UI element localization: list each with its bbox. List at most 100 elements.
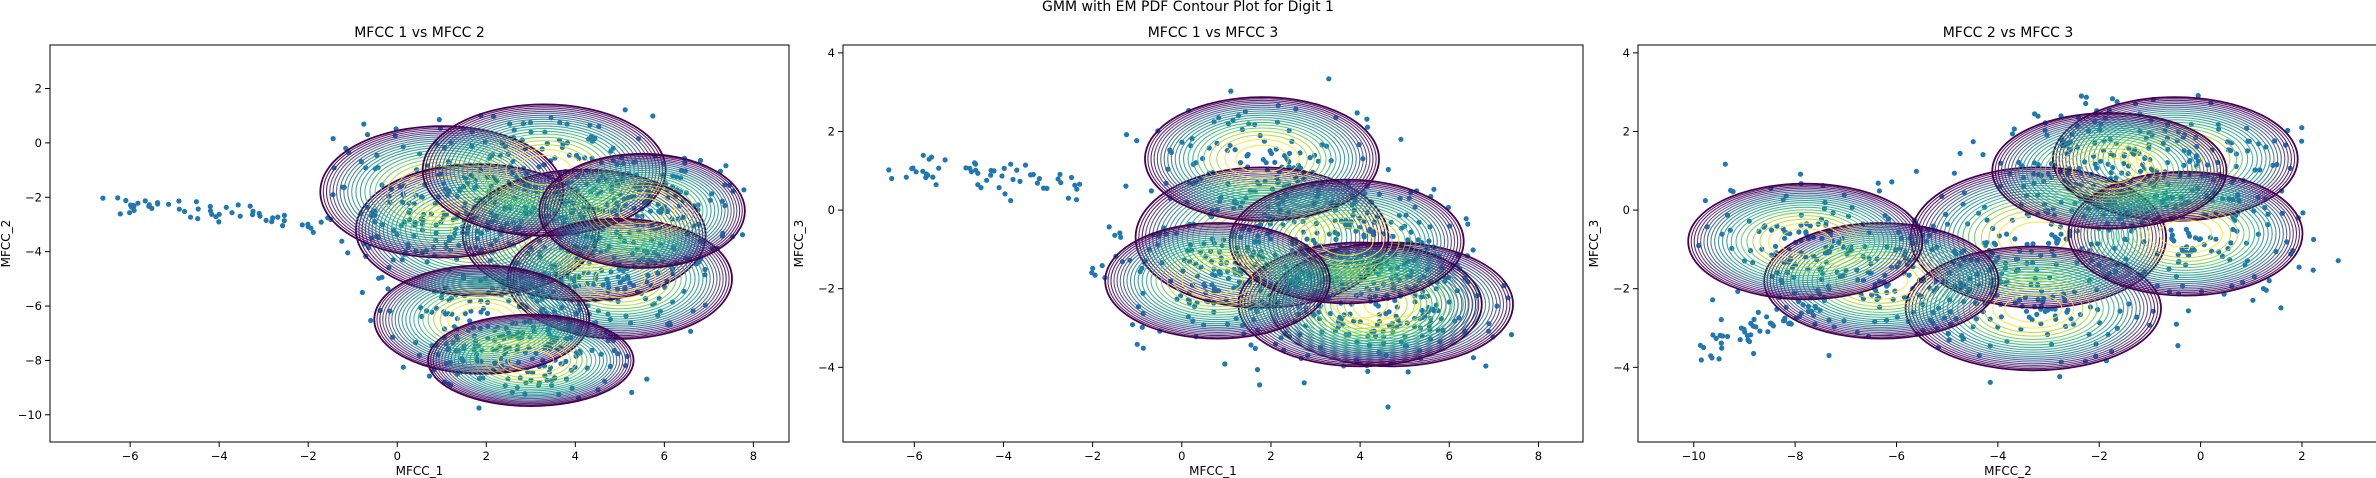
- contour-line: [572, 172, 712, 250]
- contour-line: [2083, 112, 2267, 206]
- scatter-point: [1768, 227, 1775, 233]
- y-tick-label: 2: [828, 124, 835, 138]
- scatter-point: [1768, 252, 1775, 258]
- scatter-point: [1987, 379, 1993, 385]
- scatter-point: [2186, 252, 2192, 259]
- scatter-point: [368, 317, 374, 324]
- scatter-point: [1139, 324, 1145, 330]
- subplot-mfcc2-vs-mfcc3: MFCC 2 vs MFCC 3 −10 −8 −6 −4 −2 0 2 −4 −2 0 2 4 MFCC…: [1587, 25, 2376, 478]
- scatter-point: [1224, 147, 1230, 154]
- scatter-point: [2278, 305, 2284, 311]
- scatter-point: [1385, 404, 1391, 410]
- contour-line: [1110, 225, 1325, 337]
- contour-line: [1740, 209, 1870, 274]
- scatter-point: [343, 145, 349, 151]
- scatter-point: [299, 222, 305, 228]
- scatter-point: [1730, 189, 1736, 195]
- scatter-point: [2018, 326, 2024, 332]
- scatter-point: [926, 156, 932, 162]
- contour-line: [2080, 177, 2291, 290]
- scatter-point: [1875, 180, 1881, 186]
- scatter-point: [480, 305, 487, 312]
- scatter-point: [2228, 240, 2234, 246]
- contour-line: [1726, 202, 1885, 281]
- contour-line: [536, 233, 704, 324]
- scatter-point: [193, 199, 199, 205]
- scatter-point: [1040, 185, 1047, 191]
- contour-line: [351, 142, 533, 242]
- scatter-point: [2230, 226, 2236, 233]
- contour-line: [1166, 254, 1269, 308]
- contour-line: [441, 320, 621, 401]
- scatter-point: [339, 238, 345, 244]
- contour-line: [507, 349, 555, 372]
- contour-line: [432, 316, 629, 405]
- contour-line: [1247, 246, 1473, 363]
- scatter-point: [1008, 198, 1014, 204]
- x-tick-label: −4: [995, 449, 1012, 463]
- scatter-point: [2311, 236, 2317, 243]
- scatter-point: [2225, 246, 2231, 252]
- contour-line: [1244, 245, 1477, 364]
- scatter-point: [2049, 232, 2055, 238]
- contour-line: [2067, 170, 2304, 297]
- contour-line: [1797, 239, 1965, 323]
- scatter-point: [1698, 357, 1704, 363]
- scatter-point: [1002, 191, 1008, 197]
- scatter-point: [1737, 337, 1743, 343]
- contour-line: [2039, 136, 2180, 206]
- scatter-point: [1710, 297, 1716, 303]
- scatter-point: [1014, 167, 1020, 173]
- scatter-point: [1222, 361, 1228, 367]
- plot-area: [1687, 93, 2341, 385]
- contour-line: [339, 136, 545, 248]
- scatter-point: [913, 169, 919, 175]
- scatter-point: [1106, 224, 1112, 230]
- y-tick-label: −10: [18, 408, 42, 422]
- contour-line: [557, 245, 682, 313]
- scatter-point: [1099, 263, 1105, 269]
- subplot-mfcc1-vs-mfcc2: MFCC 1 vs MFCC 2 −6 −4 −2 0 2 4 6 8 −10 −8 −6 −4 −2 0 2…: [0, 25, 790, 478]
- scatter-point: [1209, 236, 1215, 242]
- scatter-point: [1951, 170, 1957, 176]
- scatter-point: [281, 212, 287, 218]
- scatter-point: [973, 167, 979, 173]
- scatter-point: [1744, 333, 1750, 339]
- contour-line: [565, 168, 719, 254]
- scatter-point: [1319, 142, 1325, 148]
- contour-line: [430, 315, 632, 406]
- scatter-point: [1030, 171, 1036, 178]
- contour-line: [427, 313, 635, 407]
- scatter-point: [1753, 324, 1759, 330]
- scatter-point: [1991, 240, 1997, 246]
- x-axis-label: MFCC_1: [396, 464, 444, 478]
- contour-line: [1261, 253, 1459, 355]
- contour-line: [380, 158, 504, 226]
- scatter-point: [1117, 230, 1123, 236]
- contour-line: [1119, 230, 1316, 332]
- scatter-point: [1057, 171, 1063, 177]
- contour-line: [552, 160, 732, 261]
- scatter-point: [280, 223, 286, 229]
- contour-line: [2018, 125, 2201, 217]
- scatter-point: [1987, 316, 1993, 322]
- scatter-point: [195, 206, 201, 212]
- scatter-point: [1889, 179, 1895, 185]
- scatter-point: [135, 200, 141, 206]
- contour-line: [2070, 172, 2301, 295]
- contour-line: [1273, 260, 1447, 349]
- contour-line: [1305, 276, 1416, 333]
- scatter-point: [1957, 150, 1963, 156]
- y-tick-label: 2: [1623, 124, 1630, 138]
- contour-line: [1962, 273, 2104, 343]
- contour-line: [1693, 186, 1917, 297]
- scatter-point: [727, 182, 733, 188]
- scatter-point: [359, 289, 365, 296]
- contour-line: [469, 332, 593, 388]
- contour-line: [1700, 189, 1911, 294]
- scatter-point: [1058, 180, 1064, 186]
- contour-line: [541, 154, 743, 268]
- contour-line: [1293, 213, 1400, 270]
- contour-line: [1703, 190, 1908, 293]
